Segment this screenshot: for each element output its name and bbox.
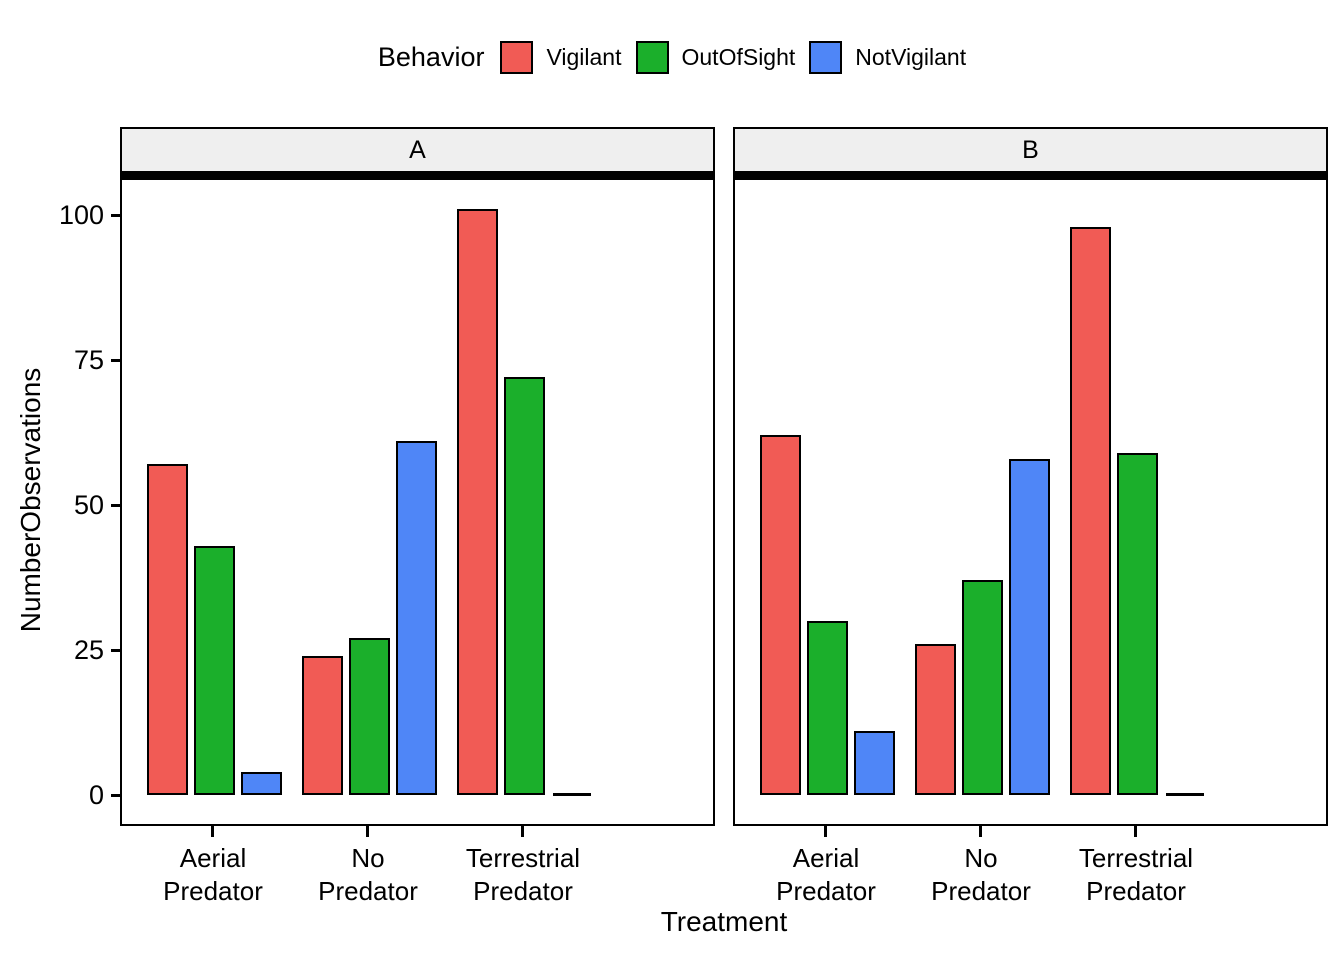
x-tick-mark (521, 826, 524, 837)
legend-label-notvigilant: NotVigilant (855, 43, 967, 70)
y-tick-mark (111, 649, 120, 652)
bar-a-no-notvigilant (396, 441, 437, 795)
facet-a-label: A (409, 135, 426, 164)
bar-a-terrestrial-outofsight (504, 377, 545, 795)
legend-swatch-notvigilant (809, 40, 843, 74)
facet-b-strip-underline (733, 173, 1328, 180)
facet-b-label: B (1022, 135, 1039, 164)
x-category-label-no: No Predator (931, 843, 1031, 906)
legend-item-outofsight: OutOfSight (635, 40, 796, 74)
bar-a-aerial-outofsight (194, 546, 235, 795)
x-tick-mark (211, 826, 214, 837)
y-tick-label-50: 50 (73, 490, 104, 520)
y-tick-mark (111, 794, 120, 797)
legend-swatch-outofsight (635, 40, 669, 74)
bar-a-no-vigilant (302, 656, 343, 795)
x-tick-mark (824, 826, 827, 837)
bar-a-terrestrial-vigilant (457, 209, 498, 795)
y-tick-mark (111, 214, 120, 217)
y-tick-label-0: 0 (88, 780, 104, 810)
bar-b-no-vigilant (915, 644, 956, 795)
bar-b-terrestrial-vigilant (1070, 227, 1111, 795)
legend-label-outofsight: OutOfSight (681, 43, 796, 70)
x-category-label-no: No Predator (318, 843, 418, 906)
y-tick-label-100: 100 (58, 200, 104, 230)
bar-b-terrestrial-outofsight (1117, 453, 1158, 795)
bar-a-aerial-notvigilant (241, 772, 282, 795)
facet-a-strip: A (120, 127, 715, 173)
x-category-label-aerial: Aerial Predator (163, 843, 263, 906)
legend-title: Behavior (377, 41, 485, 72)
legend-item-vigilant: Vigilant (500, 40, 622, 74)
bar-b-aerial-notvigilant (854, 731, 895, 795)
x-axis-title: Treatment (660, 906, 788, 937)
legend: Behavior Vigilant OutOfSight NotVigilant (0, 30, 1344, 84)
legend-swatch-vigilant (500, 40, 534, 74)
legend-label-vigilant: Vigilant (546, 43, 622, 70)
facet-b-strip: B (733, 127, 1328, 173)
y-tick-mark (111, 504, 120, 507)
x-tick-mark (1134, 826, 1137, 837)
x-tick-mark (979, 826, 982, 837)
y-tick-label-25: 25 (73, 635, 104, 665)
bar-b-aerial-outofsight (807, 621, 848, 795)
x-category-label-aerial: Aerial Predator (776, 843, 876, 906)
facet-a-plot-area (120, 180, 715, 826)
bar-a-terrestrial-notvigilant-zero (552, 793, 591, 796)
bar-a-no-outofsight (349, 638, 390, 795)
bar-b-aerial-vigilant (760, 435, 801, 795)
bar-b-terrestrial-notvigilant-zero (1165, 793, 1204, 796)
bar-a-aerial-vigilant (147, 464, 188, 795)
y-tick-label-75: 75 (73, 345, 104, 375)
x-category-label-terrestrial: Terrestrial Predator (465, 843, 581, 906)
x-tick-mark (366, 826, 369, 837)
y-tick-mark (111, 359, 120, 362)
bar-b-no-notvigilant (1009, 459, 1050, 795)
facet-a-strip-underline (120, 173, 715, 180)
bar-b-no-outofsight (962, 580, 1003, 795)
facet-b-plot-area (733, 180, 1328, 826)
x-category-label-terrestrial: Terrestrial Predator (1078, 843, 1194, 906)
legend-item-notvigilant: NotVigilant (809, 40, 967, 74)
